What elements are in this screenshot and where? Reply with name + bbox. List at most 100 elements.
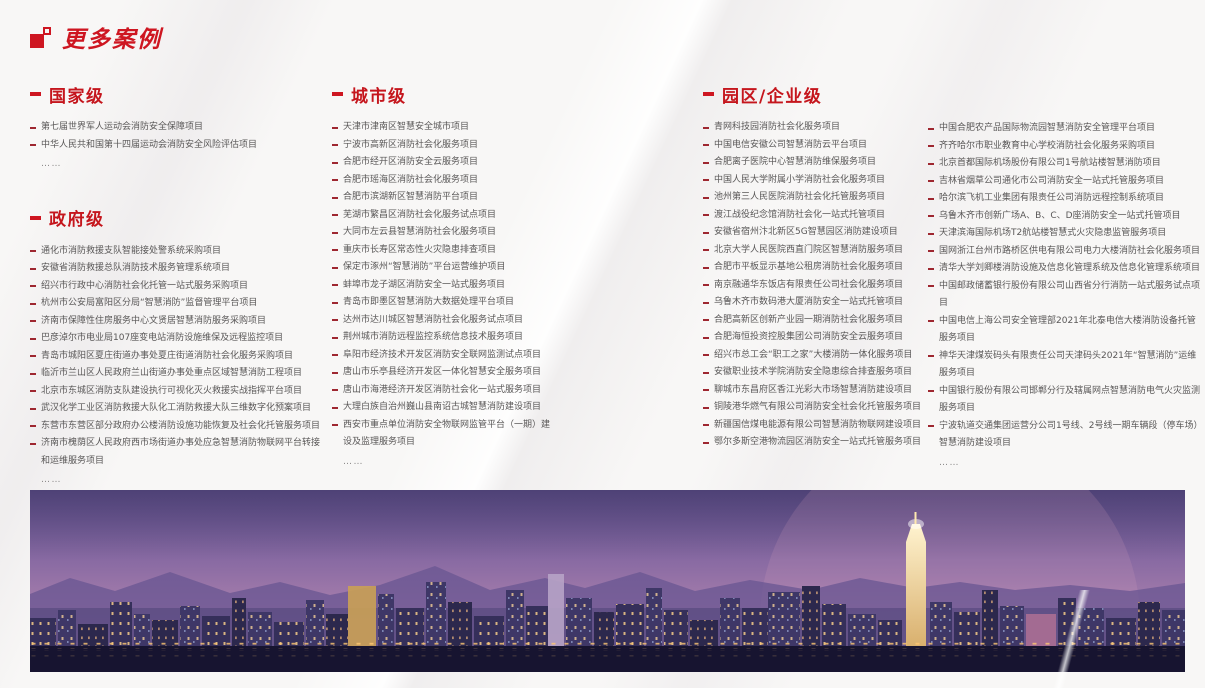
project-item-label: 青网科技园消防社会化服务项目 xyxy=(714,122,841,132)
project-item-label: 合肥高新区创新产业园一期消防社会化服务项目 xyxy=(714,314,904,325)
project-item: 青岛市即墨区智慧消防大数据处理平台项目 xyxy=(332,294,556,312)
dash-icon xyxy=(332,371,338,374)
dash-icon xyxy=(703,214,709,217)
dash-icon xyxy=(332,179,338,182)
project-item: 济南市保障性住房服务中心文贤居智慧消防服务采购项目 xyxy=(30,313,322,331)
dash-icon xyxy=(928,320,934,323)
city-night-skyline-photo xyxy=(30,490,1185,672)
project-item-label: 杭州市公安局富阳区分局“智慧消防”监督管理平台项目 xyxy=(41,298,258,308)
project-item-label: 武汉化学工业区消防救援大队化工消防救援大队三维数字化预案项目 xyxy=(41,403,312,413)
project-item-label: 新疆国信煤电能源有限公司智慧消防物联网建设项目 xyxy=(714,419,922,430)
project-item-label: 绍兴市总工会“职工之家”大楼消防一体化服务项目 xyxy=(714,349,913,360)
project-item: 济南市槐荫区人民政府西市场街道办事处应急智慧消防物联网平台转接和运维服务项目 xyxy=(30,435,322,470)
dash-icon xyxy=(703,92,714,96)
project-item: 重庆市长寿区常态性火灾隐患排查项目 xyxy=(332,242,556,260)
project-item-label: 济南市保障性住房服务中心文贤居智慧消防服务采购项目 xyxy=(41,315,267,326)
section-header-national: 国家级 xyxy=(30,83,322,107)
project-item: 大同市左云县智慧消防社会化服务项目 xyxy=(332,224,556,242)
project-item-label: 中国合肥农产品国际物流园智慧消防安全管理平台项目 xyxy=(939,123,1156,133)
more-ellipsis: …… xyxy=(939,457,960,468)
dash-icon xyxy=(332,319,338,322)
dash-icon xyxy=(703,389,709,392)
project-item: 唐山市海港经济开发区消防社会化一站式服务项目 xyxy=(332,382,556,400)
project-item: 聊城市东昌府区香江光彩大市场智慧消防建设项目 xyxy=(703,382,927,400)
project-item-label: 合肥市瑶海区消防社会化服务项目 xyxy=(343,174,479,185)
project-item: 清华大学刘卿楼消防设施及信息化管理系统及信息化管理系统项目 xyxy=(928,260,1204,278)
dash-icon xyxy=(30,126,36,129)
project-item: 东营市东营区部分政府办公楼消防设施功能恢复及社会化托管服务项目 xyxy=(30,418,322,436)
dash-icon xyxy=(30,425,36,428)
project-item-label: 清华大学刘卿楼消防设施及信息化管理系统及信息化管理系统项目 xyxy=(939,263,1201,273)
project-item-label: 北京市东城区消防支队建设执行可视化灭火救援实战指挥平台项目 xyxy=(41,385,303,396)
project-list-park-right: 中国合肥农产品国际物流园智慧消防安全管理平台项目 齐齐哈尔市职业教育中心学校消防… xyxy=(928,120,1204,453)
dash-icon xyxy=(332,144,338,147)
project-item: 蚌埠市龙子湖区消防安全一站式服务项目 xyxy=(332,277,556,295)
more-ellipsis: …… xyxy=(343,456,364,467)
project-item: 绍兴市行政中心消防社会化托管一站式服务采购项目 xyxy=(30,278,322,296)
project-item-label: 绍兴市行政中心消防社会化托管一站式服务采购项目 xyxy=(41,280,249,291)
project-item-label: 大同市左云县智慧消防社会化服务项目 xyxy=(343,227,497,237)
project-item-label: 安徽职业技术学院消防安全隐患综合排查服务项目 xyxy=(714,367,913,377)
dash-icon xyxy=(703,144,709,147)
more-ellipsis: …… xyxy=(41,475,62,485)
project-item: 渡江战役纪念馆消防社会化一站式托管项目 xyxy=(703,207,927,225)
column-national-government: 国家级 第七届世界军人运动会消防安全保障项目 中华人民共和国第十四届运动会消防安… xyxy=(30,83,322,490)
dash-icon xyxy=(332,424,338,427)
project-item: 中国电信安徽公司智慧消防云平台项目 xyxy=(703,137,927,155)
dash-icon xyxy=(332,284,338,287)
project-item-label: 大理白族自治州巍山县南诏古城智慧消防建设项目 xyxy=(343,402,542,412)
dash-icon xyxy=(703,161,709,164)
project-item: 大理白族自治州巍山县南诏古城智慧消防建设项目 xyxy=(332,399,556,417)
dash-icon xyxy=(332,301,338,304)
project-item: 临沂市兰山区人民政府兰山街道办事处重点区域智慧消防工程项目 xyxy=(30,365,322,383)
dash-icon xyxy=(332,389,338,392)
section-header-government: 政府级 xyxy=(30,207,322,230)
project-item-label: 北京首都国际机场股份有限公司1号航站楼智慧消防项目 xyxy=(939,158,1161,168)
project-item: 合肥离子医院中心智慧消防维保服务项目 xyxy=(703,154,927,172)
dash-icon xyxy=(703,284,709,287)
page-title: 更多案例 xyxy=(62,27,162,53)
project-item: 乌鲁木齐市数码港大厦消防安全一站式托管项目 xyxy=(703,294,927,312)
project-item: 铜陵港华燃气有限公司消防安全社会化托管服务项目 xyxy=(703,399,927,417)
project-item: 南京融通华东饭店有限责任公司社会化服务项目 xyxy=(703,277,927,295)
project-item: 合肥市瑶海区消防社会化服务项目 xyxy=(332,172,556,190)
project-item: 安徽省宿州汴北新区5G智慧园区消防建设项目 xyxy=(703,224,927,242)
project-item-label: 蚌埠市龙子湖区消防安全一站式服务项目 xyxy=(343,279,506,290)
project-item-label: 哈尔滨飞机工业集团有限责任公司消防远程控制系统项目 xyxy=(939,193,1165,203)
section-header-park: 园区/企业级 xyxy=(703,83,927,107)
dash-icon xyxy=(928,250,934,253)
project-item-label: 南京融通华东饭店有限责任公司社会化服务项目 xyxy=(714,279,904,290)
project-item-label: 合肥市平板显示基地公租房消防社会化服务项目 xyxy=(714,262,904,272)
project-item: 合肥海恒投资控股集团公司消防安全云服务项目 xyxy=(703,329,927,347)
project-item: 达州市达川城区智慧消防社会化服务试点项目 xyxy=(332,312,556,330)
project-item: 绍兴市总工会“职工之家”大楼消防一体化服务项目 xyxy=(703,347,927,365)
project-item-label: 巴彦淖尔市电业局107座变电站消防设施维保及远程监控项目 xyxy=(41,333,284,343)
dash-icon xyxy=(703,266,709,269)
project-item: 阜阳市经济技术开发区消防安全联网监测试点项目 xyxy=(332,347,556,365)
project-item-label: 国网浙江台州市路桥区供电有限公司电力大楼消防社会化服务项目 xyxy=(939,245,1201,256)
dash-icon xyxy=(30,372,36,375)
dash-icon xyxy=(703,354,709,357)
dash-icon xyxy=(30,407,36,410)
project-item-label: 天津市津南区智慧安全城市项目 xyxy=(343,122,470,132)
dash-icon xyxy=(928,267,934,270)
project-item: 鄂尔多斯空港物流园区消防安全一站式托管服务项目 xyxy=(703,434,927,452)
dash-icon xyxy=(703,196,709,199)
project-item: 合肥市平板显示基地公租房消防社会化服务项目 xyxy=(703,259,927,277)
project-item: 唐山市乐亭县经济开发区一体化智慧安全服务项目 xyxy=(332,364,556,382)
project-list-city: 天津市津南区智慧安全城市项目 宁波市高新区消防社会化服务项目 合肥市经开区消防安… xyxy=(332,119,556,452)
dash-icon xyxy=(703,406,709,409)
project-item-label: 天津滨海国际机场T2航站楼智慧式火灾隐患监管服务项目 xyxy=(939,228,1167,238)
project-item-label: 保定市涿州“智慧消防”平台运营维护项目 xyxy=(343,262,506,272)
project-item: 池州第三人民医院消防社会化托管服务项目 xyxy=(703,189,927,207)
project-item-label: 达州市达川城区智慧消防社会化服务试点项目 xyxy=(343,314,524,325)
project-item-label: 渡江战役纪念馆消防社会化一站式托管项目 xyxy=(714,209,886,220)
column-park-right: 中国合肥农产品国际物流园智慧消防安全管理平台项目 齐齐哈尔市职业教育中心学校消防… xyxy=(928,83,1204,472)
project-item-label: 合肥市滨湖新区智慧消防平台项目 xyxy=(343,192,479,202)
dash-icon xyxy=(30,92,41,96)
dash-icon xyxy=(928,285,934,288)
project-item-label: 东营市东营区部分政府办公楼消防设施功能恢复及社会化托管服务项目 xyxy=(41,420,321,431)
project-item-label: 安徽省宿州汴北新区5G智慧园区消防建设项目 xyxy=(714,227,898,237)
section-title: 城市级 xyxy=(351,86,407,107)
